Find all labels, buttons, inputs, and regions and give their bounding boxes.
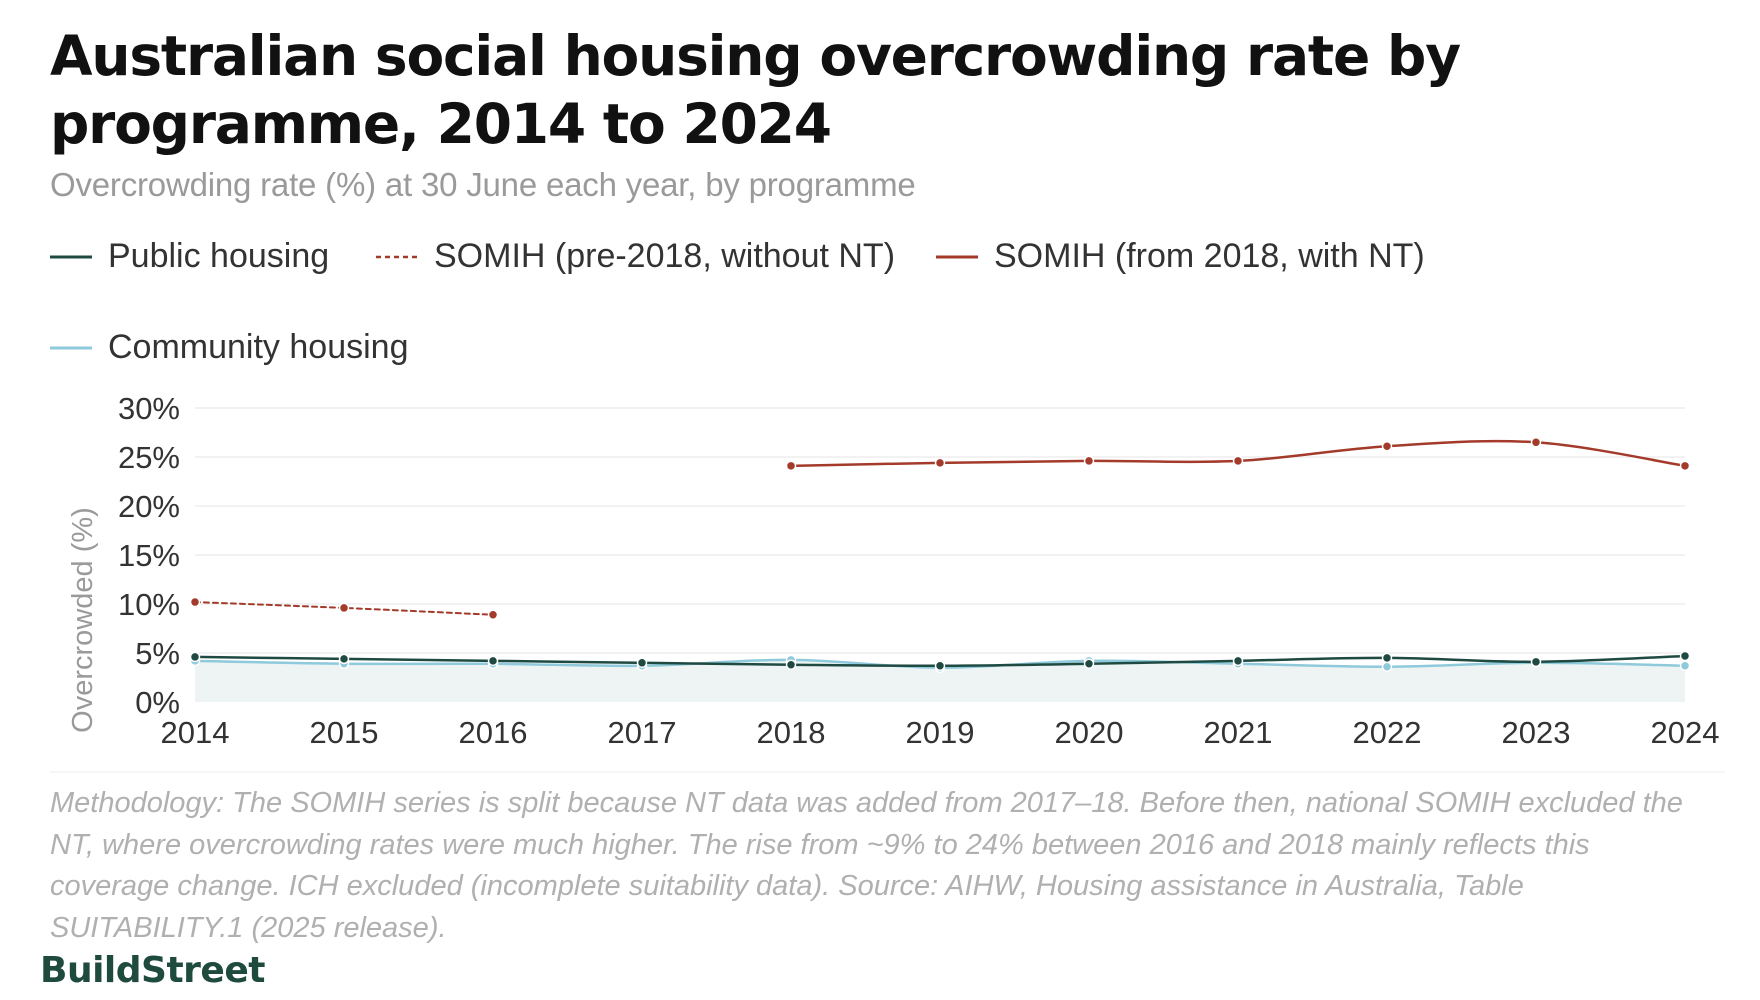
x-tick-label: 2017 [608,715,677,750]
legend-label-somih-from-2018: SOMIH (from 2018, with NT) [994,237,1425,275]
data-point-public-housing [1530,656,1542,668]
legend-swatch-somih-pre-2018 [376,255,418,258]
y-tick-label: 0% [135,685,180,720]
y-tick-label: 20% [118,489,180,524]
x-tick-label: 2022 [1353,715,1422,750]
legend-item-somih-from-2018: SOMIH (from 2018, with NT) [936,237,1425,276]
chart-subtitle: Overcrowding rate (%) at 30 June each ye… [50,166,916,203]
legend-label-public-housing: Public housing [108,237,330,275]
data-point-somih-from-2018-with-nt [1381,440,1393,452]
data-point-public-housing [785,659,797,671]
x-tick-label: 2019 [906,715,975,750]
data-point-somih-pre-2018-without-nt [189,596,201,608]
y-axis-title: Overcrowded (%) [67,507,99,733]
community-housing-area [195,659,1685,702]
data-point-public-housing [338,653,350,665]
legend-item-community-housing: Community housing [50,328,408,367]
legend-swatch-community-housing [50,346,92,349]
x-tick-label: 2021 [1204,715,1273,750]
data-point-somih-from-2018-with-nt [1530,437,1542,448]
data-point-somih-from-2018-with-nt [1679,460,1691,472]
data-point-public-housing [636,657,648,669]
data-point-public-housing [1679,650,1691,662]
legend-item-somih-pre-2018: SOMIH (pre-2018, without NT) [376,237,895,276]
data-point-public-housing [1083,658,1095,670]
data-point-public-housing [189,651,201,663]
data-point-somih-pre-2018-without-nt [487,609,499,621]
data-point-community-housing [1679,660,1691,671]
data-point-public-housing [1232,655,1244,667]
x-tick-label: 2023 [1502,715,1571,750]
x-tick-label: 2020 [1055,715,1124,750]
legend-swatch-somih-from-2018 [936,255,978,258]
data-point-community-housing [1381,661,1393,672]
x-tick-label: 2014 [161,715,230,750]
data-point-somih-from-2018-with-nt [785,460,797,472]
y-tick-label: 30% [118,391,180,426]
data-point-public-housing [934,660,946,671]
chart-title: Australian social housing overcrowding r… [50,24,1461,156]
data-point-public-housing [1381,652,1393,664]
y-tick-label: 25% [118,440,180,475]
legend-label-community-housing: Community housing [108,328,409,366]
data-point-somih-pre-2018-without-nt [338,602,350,614]
data-point-public-housing [487,655,499,667]
x-tick-label: 2015 [310,715,379,750]
x-tick-label: 2024 [1651,715,1720,750]
legend-label-somih-pre-2018: SOMIH (pre-2018, without NT) [434,237,896,275]
x-tick-label: 2016 [459,715,528,750]
methodology-note: Methodology: The SOMIH series is split b… [50,787,1683,944]
line-chart: 0% 5% 10% 15% 20% 25% 30% 2014 2015 2016 2017 2018 2… [50,391,1725,773]
y-tick-label: 5% [135,636,180,671]
data-point-somih-from-2018-with-nt [1083,455,1095,467]
legend-item-public-housing: Public housing [50,237,329,276]
brand-logo: BuildStreet [40,950,265,991]
y-tick-label: 15% [118,538,180,573]
x-tick-label: 2018 [757,715,826,750]
data-point-somih-from-2018-with-nt [934,457,946,469]
legend-swatch-public-housing [50,255,92,258]
y-tick-label: 10% [118,587,180,622]
data-point-somih-from-2018-with-nt [1232,455,1244,467]
